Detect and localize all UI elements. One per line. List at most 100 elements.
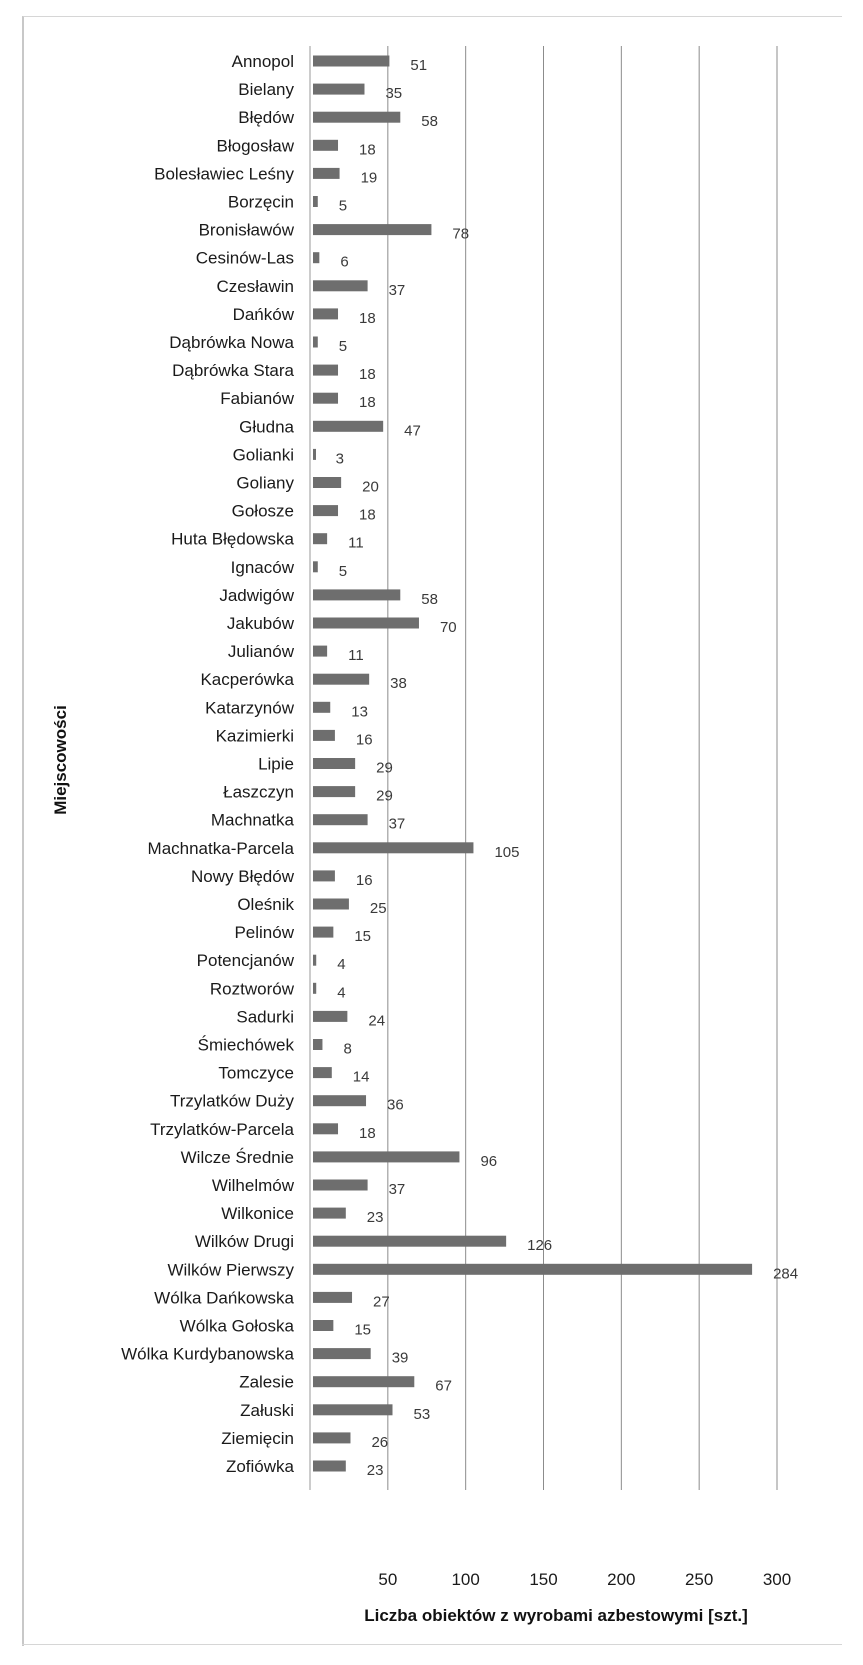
value-label: 14 bbox=[353, 1069, 370, 1086]
bar bbox=[313, 1151, 460, 1163]
value-label: 38 bbox=[390, 675, 407, 692]
category-labels: Annopol Bielany Błędów Błogosław Bolesławiec… bbox=[121, 52, 295, 1476]
value-label: 8 bbox=[343, 1041, 351, 1058]
value-label: 26 bbox=[371, 1434, 388, 1451]
category-label: Goliany bbox=[236, 474, 294, 493]
value-label: 29 bbox=[376, 760, 393, 777]
bar bbox=[313, 364, 339, 376]
category-label: Machnatka bbox=[211, 811, 295, 830]
bar bbox=[313, 1460, 346, 1472]
bar bbox=[313, 533, 328, 545]
value-label: 4 bbox=[337, 984, 345, 1001]
value-label: 58 bbox=[421, 591, 438, 608]
category-label: Sadurki bbox=[236, 1007, 294, 1026]
category-label: Julianów bbox=[228, 642, 295, 661]
value-label: 4 bbox=[337, 956, 345, 973]
category-label: Gołosze bbox=[232, 502, 294, 521]
value-label: 19 bbox=[361, 169, 378, 186]
category-label: Zalesie bbox=[239, 1373, 294, 1392]
value-label: 58 bbox=[421, 113, 438, 130]
bar bbox=[313, 758, 356, 769]
value-label: 5 bbox=[339, 198, 347, 215]
value-label: 18 bbox=[359, 507, 376, 524]
chart-frame bbox=[22, 16, 842, 1646]
value-label: 51 bbox=[410, 57, 427, 74]
value-label: 23 bbox=[367, 1462, 384, 1479]
bar bbox=[313, 1010, 348, 1022]
value-label: 18 bbox=[359, 366, 376, 383]
category-label: Borzęcin bbox=[228, 193, 294, 212]
category-label: Trzylatków-Parcela bbox=[150, 1120, 294, 1139]
category-label: Łaszczyn bbox=[223, 783, 294, 802]
value-label: 96 bbox=[480, 1153, 497, 1170]
category-label: Bielany bbox=[238, 80, 294, 99]
category-label: Roztworów bbox=[210, 979, 295, 998]
bar bbox=[313, 926, 334, 938]
value-label: 126 bbox=[527, 1237, 552, 1254]
bar bbox=[313, 814, 368, 826]
value-label: 29 bbox=[376, 788, 393, 805]
value-label: 39 bbox=[392, 1350, 409, 1367]
category-label: Lipie bbox=[258, 755, 294, 774]
bar bbox=[313, 1320, 334, 1331]
bar bbox=[313, 308, 339, 320]
x-tick-label: 250 bbox=[685, 1570, 713, 1589]
value-label: 11 bbox=[348, 647, 364, 664]
x-tick-labels: 50 100 150 200 250 300 bbox=[378, 1570, 791, 1589]
category-label: Dańków bbox=[233, 305, 295, 324]
gridlines bbox=[309, 46, 778, 1490]
value-label: 15 bbox=[354, 928, 371, 945]
x-tick-label: 150 bbox=[529, 1570, 557, 1589]
value-label: 37 bbox=[389, 816, 406, 833]
bar bbox=[313, 420, 384, 432]
bar bbox=[313, 55, 390, 67]
category-label: Wólka Gołoska bbox=[180, 1317, 295, 1336]
x-tick-label: 100 bbox=[451, 1570, 479, 1589]
bar bbox=[313, 589, 401, 601]
value-label: 47 bbox=[404, 422, 421, 439]
category-label: Czesławin bbox=[217, 277, 294, 296]
category-label: Pelinów bbox=[234, 923, 294, 942]
value-label: 16 bbox=[356, 872, 373, 889]
bar bbox=[313, 336, 318, 348]
bar bbox=[313, 477, 342, 488]
bar bbox=[313, 898, 349, 910]
bar bbox=[313, 701, 331, 713]
x-axis-title: Liczba obiektów z wyrobami azbestowymi [… bbox=[364, 1606, 748, 1625]
bar bbox=[313, 167, 340, 179]
bar bbox=[313, 954, 317, 966]
category-label: Dąbrówka Stara bbox=[172, 361, 294, 380]
bar bbox=[313, 448, 316, 460]
bar bbox=[313, 392, 339, 404]
category-label: Wilhelmów bbox=[212, 1176, 295, 1195]
category-label: Golianki bbox=[233, 445, 294, 464]
category-label: Oleśnik bbox=[237, 895, 294, 914]
value-label: 37 bbox=[389, 1181, 406, 1198]
bar bbox=[313, 1404, 393, 1416]
bar bbox=[313, 561, 318, 573]
bar bbox=[313, 842, 474, 854]
value-label: 53 bbox=[414, 1406, 431, 1423]
category-label: Ziemięcin bbox=[221, 1429, 294, 1448]
value-label: 18 bbox=[359, 310, 376, 327]
category-label: Fabianów bbox=[220, 389, 294, 408]
bars bbox=[313, 55, 753, 1472]
category-label: Śmiechówek bbox=[198, 1036, 295, 1055]
x-tick-label: 50 bbox=[378, 1570, 397, 1589]
category-label: Ignaców bbox=[231, 558, 295, 577]
bar bbox=[313, 1263, 753, 1275]
category-label: Błogosław bbox=[217, 136, 295, 155]
category-label: Annopol bbox=[232, 52, 294, 71]
category-label: Jakubów bbox=[227, 614, 295, 633]
category-label: Głudna bbox=[239, 417, 294, 436]
category-label: Huta Błędowska bbox=[171, 530, 294, 549]
category-label: Wólka Dańkowska bbox=[154, 1288, 294, 1307]
value-label: 35 bbox=[385, 85, 402, 102]
x-tick-label: 200 bbox=[607, 1570, 635, 1589]
bar bbox=[313, 870, 335, 882]
value-label: 13 bbox=[351, 703, 368, 720]
value-label: 18 bbox=[359, 1125, 376, 1142]
category-label: Kazimierki bbox=[216, 726, 294, 745]
category-label: Wilcze Średnie bbox=[181, 1148, 294, 1167]
bar bbox=[313, 1067, 332, 1079]
